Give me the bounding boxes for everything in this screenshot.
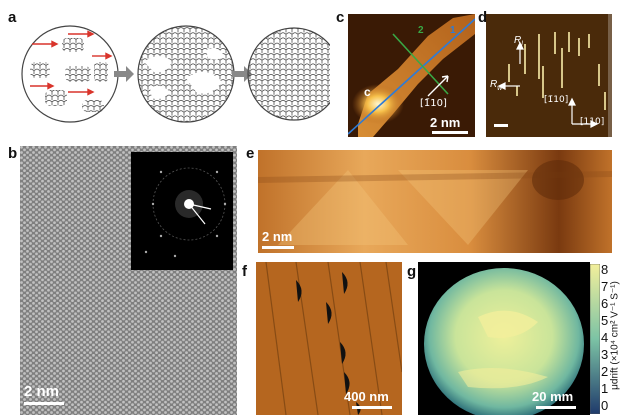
wafer-stage-3 (247, 27, 330, 121)
rw-main: R (490, 79, 498, 90)
panel-c-direction-label: [1̄10] (420, 98, 447, 109)
panel-a-growth-schematic (21, 25, 330, 123)
panel-d-label-rw: Rw (490, 79, 503, 93)
tick-6: 6 (601, 296, 609, 311)
panel-f-scale-bar (352, 406, 392, 409)
nanoribbons (508, 32, 606, 110)
panel-e-scale-text: 2 nm (262, 229, 293, 244)
tick-2: 2 (601, 364, 609, 379)
tick-8: 8 (601, 262, 609, 277)
axis-arrows (497, 41, 599, 128)
rw-sub: w (497, 85, 503, 92)
tick-1: 1 (601, 381, 609, 396)
panel-c-scale-bar (432, 131, 468, 134)
linecut-2 (392, 33, 449, 95)
panel-f-scale-text: 400 nm (344, 389, 389, 404)
panel-d-label-rl: Rl (514, 35, 523, 49)
panel-label-a: a (8, 9, 17, 26)
panel-label-e: e (246, 145, 255, 162)
panel-g-scale-text: 20 mm (532, 389, 574, 404)
panel-e-stm-image (258, 150, 612, 253)
panel-d-nanoribbon-image (486, 14, 612, 137)
growth-arrows (30, 30, 113, 96)
panel-label-d: d (478, 9, 488, 26)
tick-0: 0 (601, 398, 609, 413)
tick-7: 7 (601, 279, 609, 294)
panel-g-mobility-map (418, 262, 590, 415)
panel-d-scale-bar (494, 124, 508, 127)
process-arrow-2 (232, 66, 252, 82)
panel-e-scale-bar (262, 246, 294, 249)
panel-c-line-label-2: 2 (418, 25, 424, 36)
panel-c-marker: c (364, 85, 371, 99)
tick-5: 5 (601, 313, 609, 328)
panel-c-scale-text: 2 nm (430, 115, 461, 130)
panel-c-stm-image (348, 14, 475, 137)
panel-b-scale-bar (24, 402, 64, 405)
panel-c-line-label-1: 1 (450, 25, 456, 36)
tick-4: 4 (601, 330, 609, 345)
panel-g-scale-bar (536, 406, 576, 409)
direction-arrow (427, 75, 449, 97)
rl-main: R (514, 35, 522, 46)
tick-3: 3 (601, 347, 609, 362)
panel-g-colorbar-label: μdrift (×10⁴ cm² V⁻¹ S⁻¹) (609, 281, 621, 390)
panel-label-g: g (407, 263, 417, 280)
process-arrow-1 (114, 66, 134, 82)
panel-b-scale-text: 2 nm (24, 383, 60, 400)
panel-label-f: f (242, 263, 247, 280)
diffraction-spots (144, 170, 227, 258)
panel-b-hrtem-image (20, 146, 237, 415)
panel-label-b: b (8, 145, 18, 162)
panel-d-label-1-10: [1̄10] (544, 95, 569, 105)
rl-sub: l (521, 41, 523, 48)
panel-d-label-110: [110] (580, 117, 605, 127)
wafer-stage-2 (137, 25, 235, 123)
panel-f-afm-image (256, 262, 402, 415)
panel-g-colorbar (590, 264, 600, 414)
panel-g-colorbar-ticks: 8 7 6 5 4 3 2 1 0 (601, 262, 613, 415)
panel-label-c: c (336, 9, 345, 26)
linecut-1 (348, 18, 475, 135)
nucleation-islands (30, 38, 108, 112)
uncovered-regions (144, 48, 224, 100)
panel-b-diffraction-inset (131, 152, 233, 270)
